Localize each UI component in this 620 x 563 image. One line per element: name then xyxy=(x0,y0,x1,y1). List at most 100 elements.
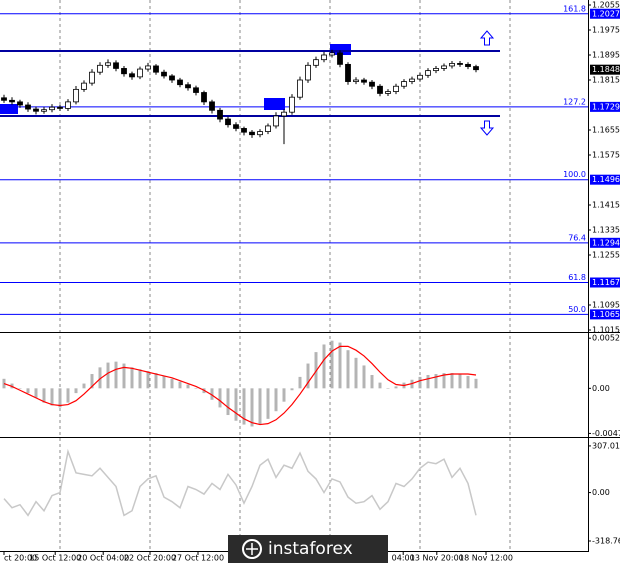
indicator-line xyxy=(3,448,477,517)
candle-body xyxy=(313,59,319,66)
x-tick-label: 04:00 xyxy=(392,554,415,563)
candle-body xyxy=(353,79,359,82)
price-tag-label: 1.1065 xyxy=(592,310,620,319)
candle-body xyxy=(345,63,351,82)
y-tick-label: 0.00526 xyxy=(592,334,620,343)
candle-body xyxy=(9,99,15,103)
histogram-bar xyxy=(434,374,438,389)
histogram-bar xyxy=(466,375,470,389)
candle-body xyxy=(129,73,135,78)
fib-ratio: 100.0 xyxy=(563,170,586,179)
candle-body xyxy=(273,115,279,127)
candle-body xyxy=(441,65,447,69)
price-tag xyxy=(590,8,620,19)
y-tick-label: 1.1415 xyxy=(592,201,620,210)
histogram-bar xyxy=(138,369,142,389)
candle-body xyxy=(401,81,407,87)
candle-body xyxy=(17,101,23,106)
candle-body xyxy=(385,91,391,94)
histogram-bar xyxy=(474,378,478,389)
signal-line xyxy=(3,345,477,426)
candle-body xyxy=(425,70,431,76)
candle-body xyxy=(25,104,31,110)
candle-body xyxy=(361,79,367,83)
candle-body xyxy=(137,68,143,78)
histogram-bar xyxy=(218,388,222,408)
candle-body xyxy=(89,71,95,84)
histogram-bar xyxy=(442,373,446,389)
histogram-bar xyxy=(162,375,166,389)
price-tag-label: 1.1294 xyxy=(592,238,620,247)
histogram-bar xyxy=(234,388,238,421)
fib-ratio: 50.0 xyxy=(568,305,586,314)
histogram-bar xyxy=(282,388,286,402)
histogram-bar xyxy=(322,344,326,389)
candle-body xyxy=(305,64,311,81)
histogram-bar xyxy=(274,388,278,412)
histogram-bar xyxy=(370,374,374,389)
x-tick-label: 15 Oct 12:00 xyxy=(29,554,81,563)
current-price-tag xyxy=(590,64,620,75)
histogram-bar xyxy=(186,384,190,389)
candle-body xyxy=(81,82,87,90)
candle-body xyxy=(449,63,455,67)
histogram-bar xyxy=(266,388,270,419)
y-tick-label: 1.1575 xyxy=(592,151,620,160)
price-tag-label: 1.1729 xyxy=(592,102,620,111)
y-tick-label: 1.1015 xyxy=(592,326,620,335)
histogram-bar xyxy=(418,376,422,389)
watermark-text: instaforex xyxy=(268,539,353,559)
y-tick-label: 1.1655 xyxy=(592,126,620,135)
candle-body xyxy=(145,65,151,70)
histogram-bar xyxy=(154,373,158,389)
candle-body xyxy=(161,71,167,77)
x-tick-label: ct 20:00 xyxy=(4,554,37,563)
fib-ratio: 76.4 xyxy=(568,233,586,242)
y-tick-label: 1.1095 xyxy=(592,301,620,310)
candle-body xyxy=(457,63,463,65)
candle-body xyxy=(257,131,263,136)
histogram-bar xyxy=(42,388,46,403)
fib-ratio: 127.2 xyxy=(563,97,586,106)
histogram-bar xyxy=(194,388,198,389)
y-tick-label: 307.0161 xyxy=(592,441,620,450)
fib-ratio: 61.8 xyxy=(568,273,586,282)
candle-body xyxy=(369,81,375,87)
x-tick-label: 27 Oct 12:00 xyxy=(172,554,224,563)
histogram-bar xyxy=(90,374,94,389)
y-tick-label: -318.767 xyxy=(592,537,620,546)
candle-body xyxy=(185,84,191,89)
fib-ratio: 161.8 xyxy=(563,4,586,13)
histogram-bar xyxy=(290,388,294,391)
candle-body xyxy=(65,101,71,109)
candle-body xyxy=(297,79,303,98)
histogram-bar xyxy=(226,388,230,416)
y-tick-label: 0.00 xyxy=(592,384,610,393)
price-tag xyxy=(590,237,620,248)
candle-body xyxy=(33,108,39,112)
histogram-bar xyxy=(394,386,398,389)
histogram-bar xyxy=(210,388,214,400)
y-tick-label: 1.1255 xyxy=(592,251,620,260)
price-tag-label: 1.1496 xyxy=(592,175,620,184)
histogram-bar xyxy=(386,388,390,389)
x-tick-label: 22 Oct 20:00 xyxy=(124,554,176,563)
candle-body xyxy=(465,63,471,67)
candle-body xyxy=(153,65,159,73)
arrows xyxy=(479,30,495,136)
price-tag xyxy=(590,101,620,112)
y-tick-label: 1.1975 xyxy=(592,26,620,35)
candle-body xyxy=(249,131,255,136)
x-tick-label: 20 Oct 04:00 xyxy=(77,554,129,563)
price-tag-label: 1.1167 xyxy=(592,278,620,287)
histogram-bar xyxy=(242,388,246,425)
candle-body xyxy=(473,66,479,71)
histogram-bar xyxy=(298,376,302,389)
histogram-bar xyxy=(354,357,358,389)
candle-body xyxy=(281,111,287,117)
histogram-bar xyxy=(26,388,30,394)
price-tag xyxy=(590,174,620,185)
candle-body xyxy=(433,68,439,72)
candle-body xyxy=(393,85,399,92)
